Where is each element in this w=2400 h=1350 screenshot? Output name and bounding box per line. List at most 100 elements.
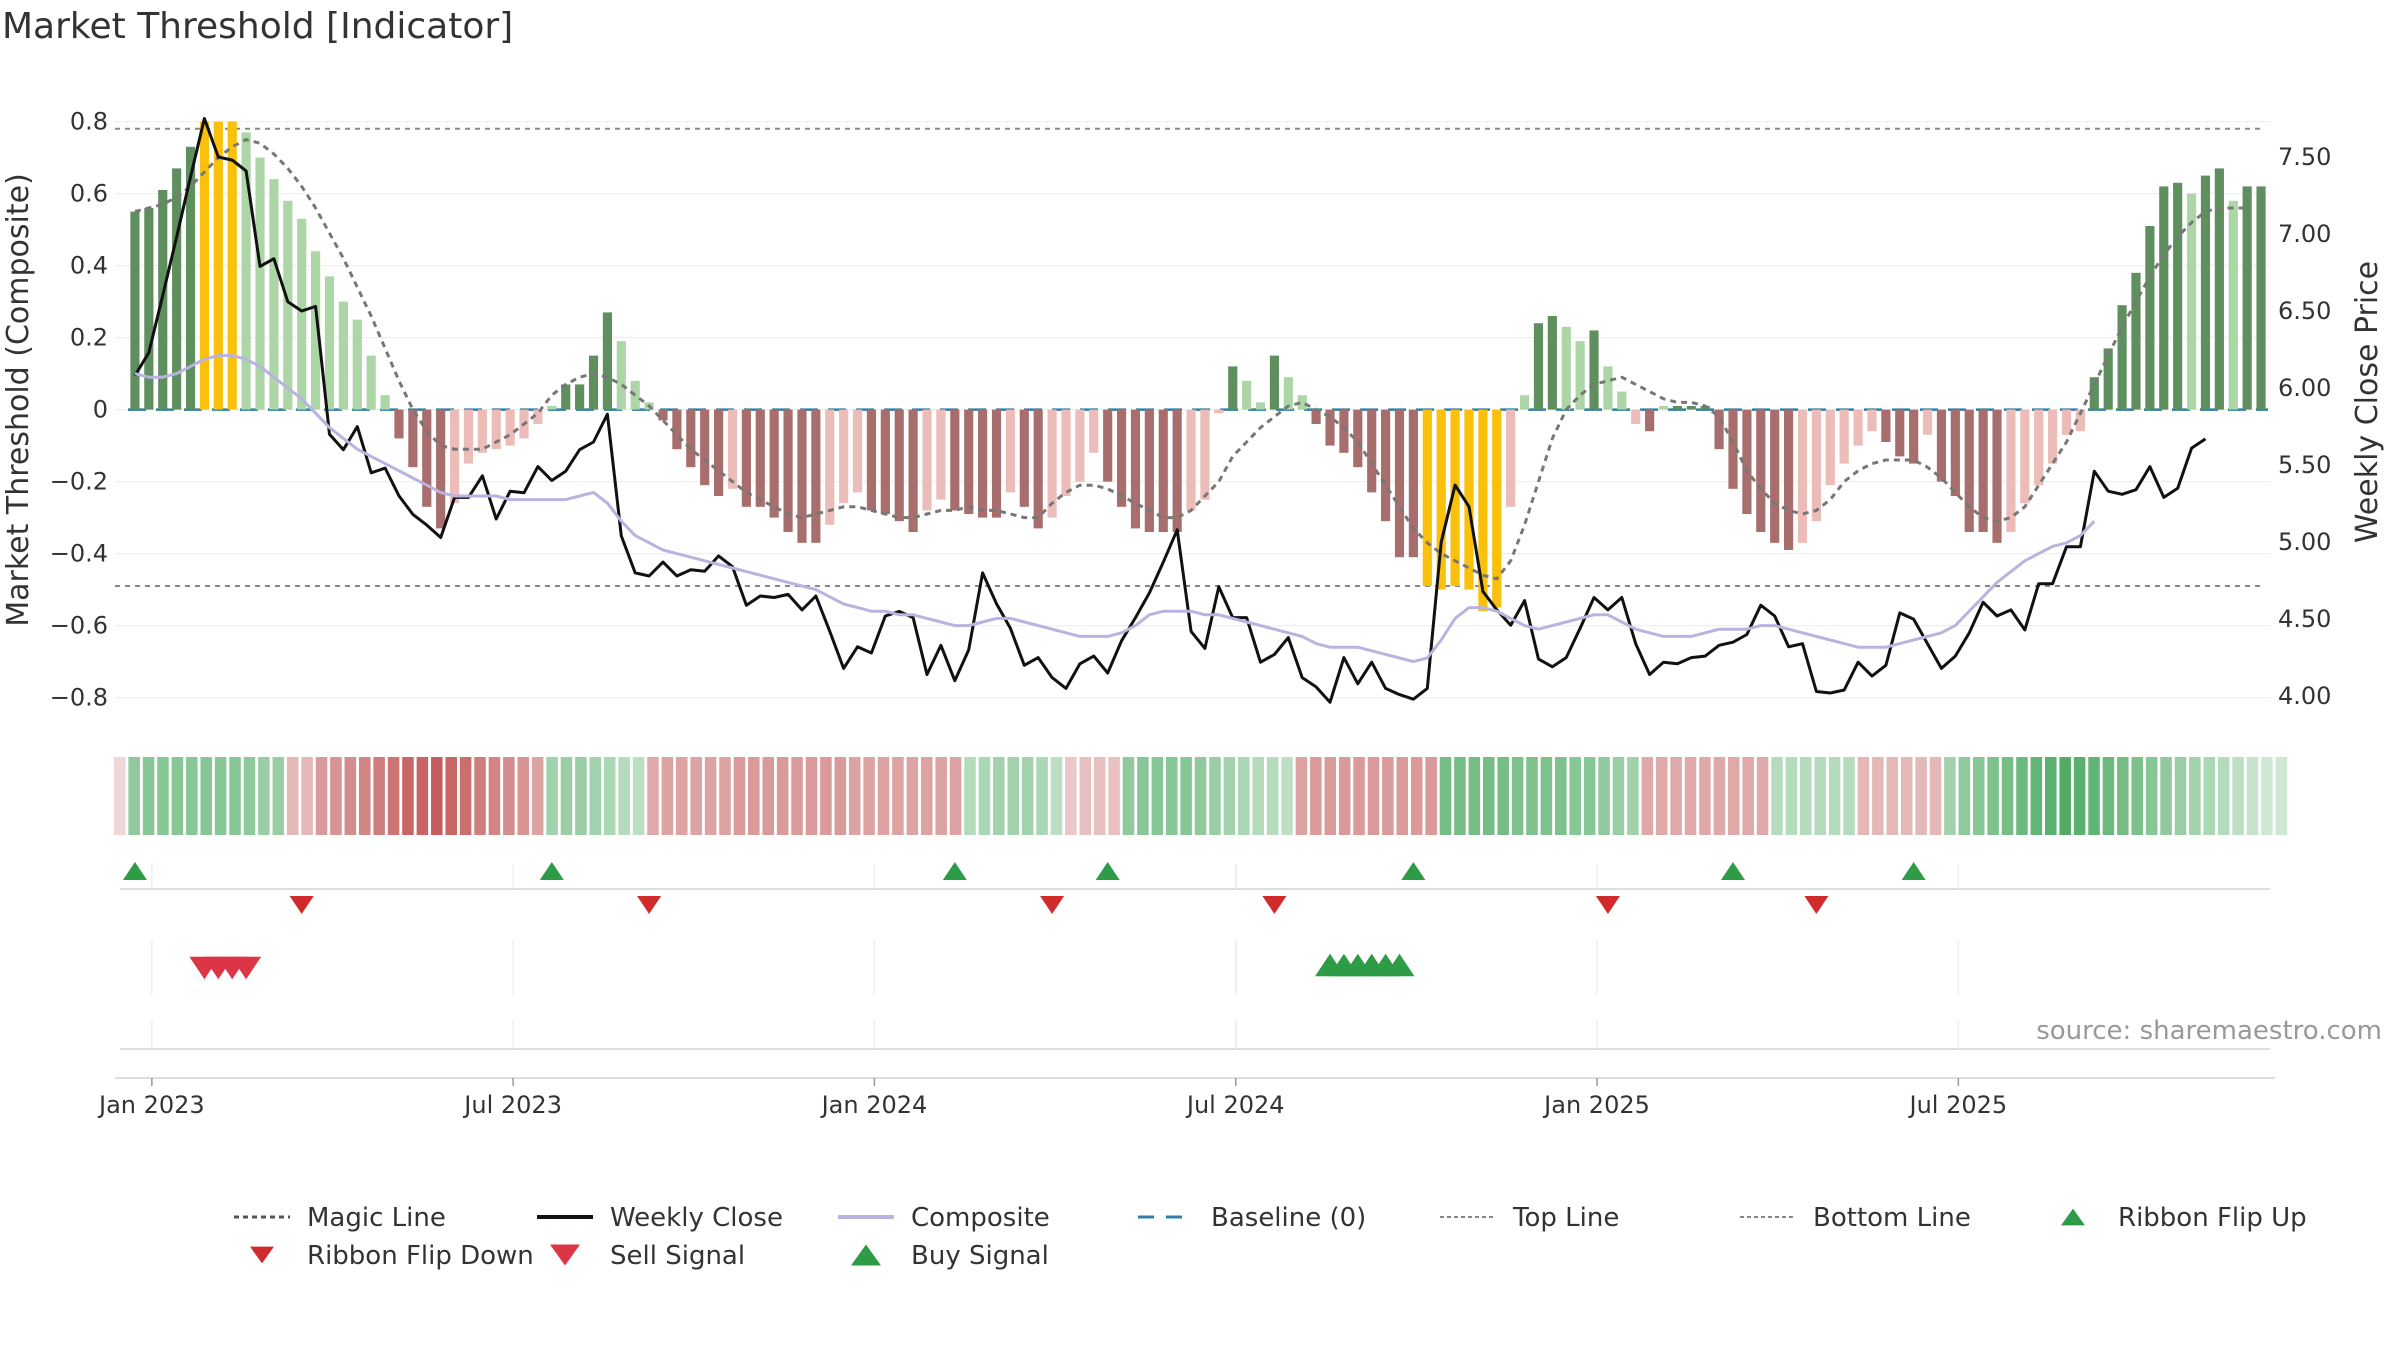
composite-bar	[1186, 409, 1196, 511]
ribbon-cell	[1367, 757, 1380, 835]
composite-bar	[1422, 409, 1432, 586]
ribbon-cell	[2203, 757, 2216, 835]
ribbon-cell	[1468, 757, 1481, 835]
ribbon-cell	[647, 757, 659, 835]
ribbon-cell	[1122, 757, 1135, 835]
ribbon-cell	[1396, 757, 1409, 835]
legend-item: Buy Signal	[851, 1241, 1049, 1271]
ribbon-cell	[1526, 757, 1538, 835]
ribbon-cell	[2261, 757, 2273, 835]
legend-label: Weekly Close	[610, 1203, 783, 1233]
ribbon-flip-up-marker	[122, 862, 147, 880]
composite-bar	[1756, 409, 1766, 532]
ribbon-cell	[2232, 757, 2244, 835]
ribbon-cell	[1483, 757, 1495, 835]
legend-label: Ribbon Flip Down	[307, 1241, 534, 1271]
composite-bar	[2089, 377, 2099, 410]
composite-bar	[866, 409, 877, 511]
composite-bar	[436, 409, 446, 529]
ribbon-cell	[1727, 757, 1740, 835]
ribbon	[114, 757, 2288, 835]
composite-bar	[449, 409, 460, 504]
composite-bar	[1019, 409, 1029, 507]
ribbon-cell	[402, 757, 414, 835]
composite-bar	[1895, 409, 1905, 457]
composite-bar	[1325, 409, 1335, 446]
ribbon-flip-down-marker	[289, 896, 314, 914]
composite-bar	[1783, 409, 1794, 550]
ribbon-cell	[1915, 757, 1927, 835]
ribbon-cell	[1165, 757, 1178, 835]
ribbon-cell	[820, 757, 832, 835]
composite-bar	[1533, 323, 1544, 410]
composite-bar	[1144, 409, 1154, 532]
ribbon-cell	[603, 757, 616, 835]
ribbon-cell	[690, 757, 702, 835]
left-axis-title: Market Threshold (Composite)	[1, 173, 36, 627]
ribbon-cell	[1151, 757, 1164, 835]
signal-markers	[115, 862, 2275, 1079]
composite-bar	[936, 409, 946, 500]
composite-bar	[2103, 348, 2113, 410]
ribbon-cell	[1209, 757, 1221, 835]
left-tick-label: 0.6	[70, 180, 108, 208]
ribbon-cell	[171, 757, 184, 835]
composite-bar	[1450, 409, 1460, 586]
ribbon-cell	[531, 757, 544, 835]
ribbon-flip-up-marker	[1901, 862, 1926, 880]
composite-bar	[1839, 409, 1849, 464]
ribbon-cell	[1857, 757, 1870, 835]
ribbon-flip-down-marker	[1595, 896, 1620, 914]
composite-bar	[561, 384, 571, 410]
ribbon-cell	[1785, 757, 1798, 835]
legend-item: Baseline (0)	[1138, 1203, 1366, 1233]
ribbon-cell	[1641, 757, 1654, 835]
composite-bar	[1172, 409, 1182, 532]
composite-bar	[616, 341, 626, 410]
ribbon-cell	[1425, 757, 1437, 835]
composite-bar	[1381, 409, 1391, 522]
ribbon-cell	[387, 757, 400, 835]
composite-bar	[1214, 409, 1224, 414]
right-tick-label: 5.50	[2278, 451, 2331, 479]
ribbon-cell	[618, 757, 630, 835]
ribbon-flip-up-marker	[1401, 862, 1426, 880]
composite-bar	[1089, 409, 1099, 453]
ribbon-cell	[1814, 757, 1826, 835]
ribbon-cell	[1050, 757, 1063, 835]
ribbon-cell	[1223, 757, 1236, 835]
composite-bar	[2242, 186, 2252, 410]
ribbon-flip-down-marker	[1262, 896, 1287, 914]
ribbon-cell	[2246, 757, 2259, 835]
chart-title: Market Threshold [Indicator]	[2, 6, 513, 47]
ribbon-cell	[1137, 757, 1149, 835]
composite-bar	[366, 355, 376, 410]
x-tick-label: Jul 2024	[1185, 1091, 1285, 1119]
composite-bar	[1367, 409, 1377, 493]
composite-bar	[2020, 409, 2030, 504]
composite-bar	[825, 409, 835, 525]
composite-bar	[2117, 305, 2127, 410]
composite-bar	[894, 409, 904, 522]
ribbon-cell	[2030, 757, 2043, 835]
x-axis: Jan 2023 Jul 2023 Jan 2024 Jul 2024 Jan 2025…	[97, 1078, 2007, 1119]
composite-bar	[2256, 186, 2266, 410]
composite-bar	[1561, 326, 1571, 410]
right-y-axis: 4.00 4.50 5.00 5.50 6.00 6.50 7.00 7.50	[2278, 143, 2331, 710]
composite-bar	[422, 409, 432, 507]
composite-bar	[1353, 409, 1363, 468]
ribbon-cell	[1713, 757, 1726, 835]
legend: Magic Line Weekly Close Composite Baseline …	[234, 1203, 2307, 1271]
composite-bar	[1686, 406, 1696, 410]
composite-bar	[1645, 409, 1655, 432]
composite-bar	[908, 409, 918, 532]
source-label: source: sharemaestro.com	[2036, 1016, 2382, 1046]
composite-bar	[964, 409, 974, 514]
composite-bar	[352, 319, 362, 410]
composite-bar	[394, 409, 404, 439]
composite-bar	[602, 312, 613, 410]
ribbon-cell	[1079, 757, 1092, 835]
composite-bar	[950, 409, 960, 511]
ribbon-cell	[1353, 757, 1365, 835]
composite-bar	[2145, 226, 2155, 410]
